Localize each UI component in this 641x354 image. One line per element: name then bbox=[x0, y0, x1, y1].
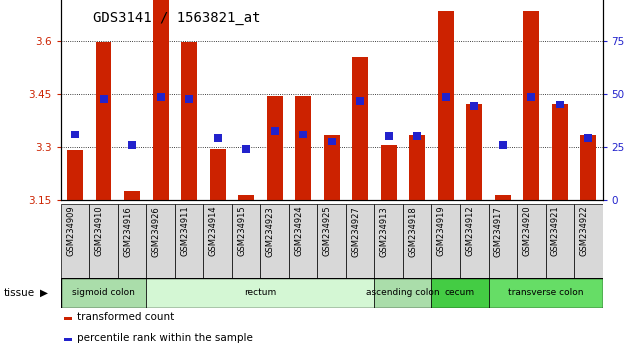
Bar bbox=[89, 204, 118, 278]
Bar bbox=[61, 278, 146, 308]
Text: cecum: cecum bbox=[445, 289, 475, 297]
Text: GSM234920: GSM234920 bbox=[522, 206, 531, 256]
Bar bbox=[552, 104, 568, 200]
Bar bbox=[71, 131, 79, 138]
Text: GSM234916: GSM234916 bbox=[123, 206, 132, 257]
Text: GSM234914: GSM234914 bbox=[209, 206, 218, 256]
Bar bbox=[431, 278, 488, 308]
Text: tissue: tissue bbox=[3, 288, 35, 298]
Bar bbox=[495, 195, 511, 200]
Bar bbox=[296, 96, 311, 200]
Bar bbox=[289, 204, 317, 278]
Bar bbox=[431, 204, 460, 278]
Text: sigmoid colon: sigmoid colon bbox=[72, 289, 135, 297]
Bar bbox=[581, 135, 596, 200]
Bar bbox=[100, 95, 108, 103]
Bar bbox=[524, 11, 539, 200]
Text: transverse colon: transverse colon bbox=[508, 289, 583, 297]
Text: GSM234923: GSM234923 bbox=[266, 206, 275, 257]
Bar bbox=[64, 317, 72, 320]
Bar bbox=[96, 42, 112, 200]
Bar bbox=[324, 135, 340, 200]
Bar bbox=[67, 150, 83, 200]
Text: ascending colon: ascending colon bbox=[366, 289, 440, 297]
Text: GSM234915: GSM234915 bbox=[237, 206, 246, 256]
Text: GSM234909: GSM234909 bbox=[66, 206, 75, 256]
Bar bbox=[356, 97, 364, 105]
Bar bbox=[374, 204, 403, 278]
Bar bbox=[260, 204, 289, 278]
Bar bbox=[64, 338, 72, 341]
Bar bbox=[403, 204, 431, 278]
Text: GSM234918: GSM234918 bbox=[408, 206, 417, 257]
Bar bbox=[153, 0, 169, 200]
Bar bbox=[267, 96, 283, 200]
Text: rectum: rectum bbox=[244, 289, 276, 297]
Text: GSM234912: GSM234912 bbox=[465, 206, 474, 256]
Bar bbox=[517, 204, 545, 278]
Bar bbox=[271, 127, 279, 135]
Text: GSM234917: GSM234917 bbox=[494, 206, 503, 257]
Bar bbox=[574, 204, 603, 278]
Bar bbox=[488, 278, 603, 308]
Bar bbox=[157, 93, 165, 101]
Bar bbox=[528, 93, 535, 101]
Bar bbox=[124, 191, 140, 200]
Bar bbox=[181, 42, 197, 200]
Text: GDS3141 / 1563821_at: GDS3141 / 1563821_at bbox=[93, 11, 260, 25]
Text: GSM234927: GSM234927 bbox=[351, 206, 360, 257]
Bar bbox=[470, 102, 478, 110]
Bar bbox=[299, 131, 307, 138]
Bar bbox=[317, 204, 346, 278]
Bar bbox=[438, 11, 454, 200]
Text: GSM234913: GSM234913 bbox=[379, 206, 388, 257]
Bar bbox=[381, 145, 397, 200]
Bar bbox=[61, 204, 89, 278]
Bar bbox=[353, 57, 368, 200]
Bar bbox=[467, 104, 482, 200]
Text: GSM234922: GSM234922 bbox=[579, 206, 588, 256]
Bar bbox=[210, 149, 226, 200]
Bar bbox=[374, 278, 431, 308]
Text: GSM234921: GSM234921 bbox=[551, 206, 560, 256]
Bar bbox=[146, 278, 374, 308]
Bar bbox=[385, 132, 393, 140]
Bar bbox=[499, 141, 506, 149]
Bar bbox=[232, 204, 260, 278]
Bar bbox=[346, 204, 374, 278]
Bar bbox=[185, 95, 193, 103]
Text: ▶: ▶ bbox=[40, 288, 48, 298]
Text: GSM234911: GSM234911 bbox=[180, 206, 189, 256]
Text: percentile rank within the sample: percentile rank within the sample bbox=[77, 333, 253, 343]
Bar bbox=[585, 134, 592, 142]
Bar bbox=[146, 204, 175, 278]
Bar bbox=[410, 135, 425, 200]
Bar bbox=[118, 204, 146, 278]
Text: GSM234910: GSM234910 bbox=[95, 206, 104, 256]
Bar bbox=[413, 132, 421, 140]
Bar bbox=[328, 138, 336, 145]
Bar bbox=[460, 204, 488, 278]
Bar bbox=[488, 204, 517, 278]
Bar bbox=[545, 204, 574, 278]
Bar bbox=[442, 93, 450, 101]
Bar bbox=[238, 195, 254, 200]
Bar bbox=[128, 141, 136, 149]
Text: GSM234925: GSM234925 bbox=[322, 206, 332, 256]
Bar bbox=[175, 204, 203, 278]
Text: transformed count: transformed count bbox=[77, 312, 174, 322]
Text: GSM234919: GSM234919 bbox=[437, 206, 445, 256]
Bar bbox=[203, 204, 232, 278]
Bar bbox=[242, 145, 250, 153]
Bar bbox=[556, 101, 563, 108]
Bar bbox=[213, 134, 222, 142]
Text: GSM234926: GSM234926 bbox=[152, 206, 161, 257]
Text: GSM234924: GSM234924 bbox=[294, 206, 303, 256]
